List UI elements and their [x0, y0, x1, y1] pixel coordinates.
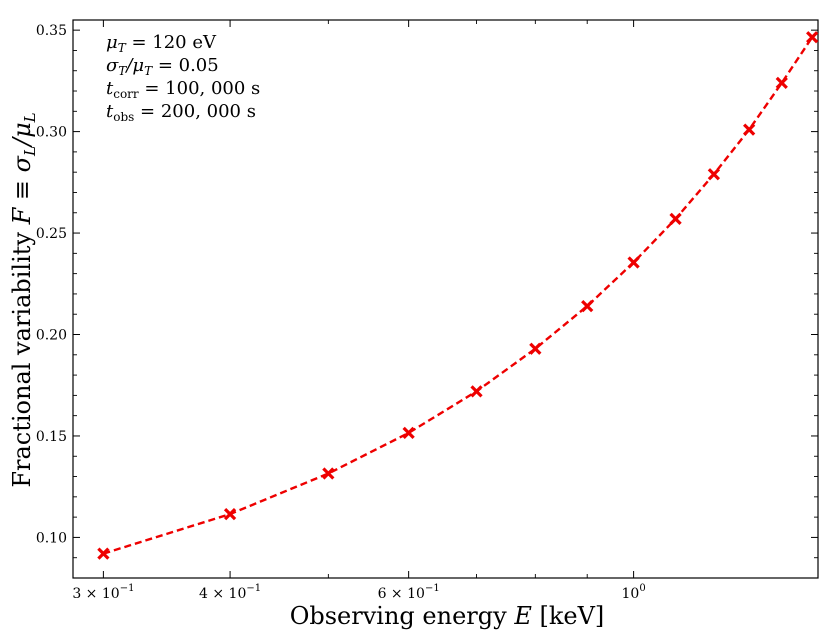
y-tick-label: 0.35 [36, 23, 67, 39]
data-point-marker [806, 31, 819, 44]
x-tick-label: 3 × 10−1 [72, 583, 134, 602]
x-tick-label-mantissa: 4 × 10 [199, 586, 246, 602]
plot-frame [72, 19, 819, 579]
x-axis-title-main: Observing energy [290, 602, 507, 630]
tick-labels: 0.100.150.200.250.300.353 × 10−1 4 × 10−1… [36, 23, 646, 602]
data-point-marker [707, 168, 721, 181]
marker-stroke [223, 507, 237, 521]
marker-stroke [97, 547, 110, 560]
annotation-tcorr-var: t [106, 78, 114, 99]
data-point-marker [470, 385, 483, 398]
annotation-tcorr-sub: corr [113, 87, 139, 101]
x-tick-label-mantissa: 6 × 10 [378, 586, 425, 602]
annotation-mu-sub: T [118, 41, 127, 55]
y-axis-title-sub1: L [21, 146, 39, 157]
x-tick-label-mantissa: 10 [622, 586, 640, 602]
annotation-tcorr: tcorr = 100, 000 s [106, 78, 260, 101]
x-tick-label: 6 × 10−1 [378, 583, 440, 602]
x-tick-label: 100 [622, 583, 646, 602]
annotation-tobs: tobs = 200, 000 s [106, 101, 256, 124]
marker-stroke [529, 342, 542, 355]
series-markers [97, 31, 819, 560]
data-point-marker [775, 76, 788, 90]
axis-ticks [73, 20, 818, 579]
y-axis-title-sub2: L [21, 112, 39, 123]
y-axis-title-sep: /μ [8, 122, 36, 148]
marker-stroke [627, 256, 640, 269]
marker-stroke [775, 76, 788, 90]
data-point-marker [627, 256, 640, 269]
x-tick-label-mantissa: 3 × 10 [72, 586, 119, 602]
annotation-mu: μT = 120 eV [106, 32, 217, 55]
annotation-sigma-text: = 0.05 [152, 55, 219, 76]
x-axis-title: Observing energy E [keV] [290, 602, 605, 630]
data-point-marker [581, 299, 594, 313]
data-point-marker [743, 123, 756, 136]
annotation-tcorr-text: = 100, 000 s [139, 78, 261, 99]
x-axis-title-unit: [keV] [539, 602, 604, 630]
x-tick-label-exponent: −1 [425, 583, 440, 594]
annotation-tobs-text: = 200, 000 s [134, 101, 256, 122]
annotation-mu-var: μ [106, 32, 118, 53]
marker-stroke [581, 299, 594, 313]
annotation-tobs-sub: obs [113, 110, 134, 124]
annotation-tobs-var: t [106, 101, 114, 122]
annotation-sigma: σT/μT = 0.05 [106, 55, 219, 78]
x-tick-label-exponent: 0 [639, 583, 645, 594]
marker-stroke [707, 168, 721, 181]
annotation-sigma-sub: T [118, 64, 127, 78]
annotation-sigma-var: σ [106, 55, 119, 76]
data-point-marker [97, 547, 110, 560]
marker-stroke [322, 467, 335, 480]
annotation-sigma-sub2: T [144, 64, 153, 78]
data-point-marker [322, 467, 335, 480]
x-tick-label: 4 × 10−1 [199, 583, 261, 602]
y-axis-title: Fractional variability F ≡ σL/μL [8, 112, 39, 487]
marker-stroke [669, 212, 682, 225]
annotations: μT = 120 eV σT/μT = 0.05 tcorr = 100, 00… [106, 32, 260, 124]
y-tick-label: 0.30 [36, 125, 67, 141]
y-tick-label: 0.20 [36, 328, 67, 344]
marker-stroke [402, 426, 415, 440]
y-axis-title-var: F ≡ σ [8, 155, 36, 225]
annotation-mu-text: = 120 eV [126, 32, 217, 53]
data-point-marker [669, 212, 682, 225]
data-point-marker [529, 342, 542, 355]
marker-stroke [743, 123, 756, 136]
y-axis-title-main: Fractional variability [8, 232, 36, 488]
y-tick-label: 0.10 [36, 530, 67, 546]
data-point-marker [402, 426, 415, 440]
annotation-sigma-mid: /μ [124, 55, 144, 76]
x-tick-label-exponent: −1 [120, 583, 135, 594]
marker-stroke [806, 31, 819, 44]
x-tick-label-exponent: −1 [246, 583, 261, 594]
y-tick-label: 0.15 [36, 429, 67, 445]
y-tick-label: 0.25 [36, 226, 67, 242]
data-point-marker [223, 507, 237, 521]
x-axis-title-var: E [513, 602, 532, 630]
marker-stroke [470, 385, 483, 398]
